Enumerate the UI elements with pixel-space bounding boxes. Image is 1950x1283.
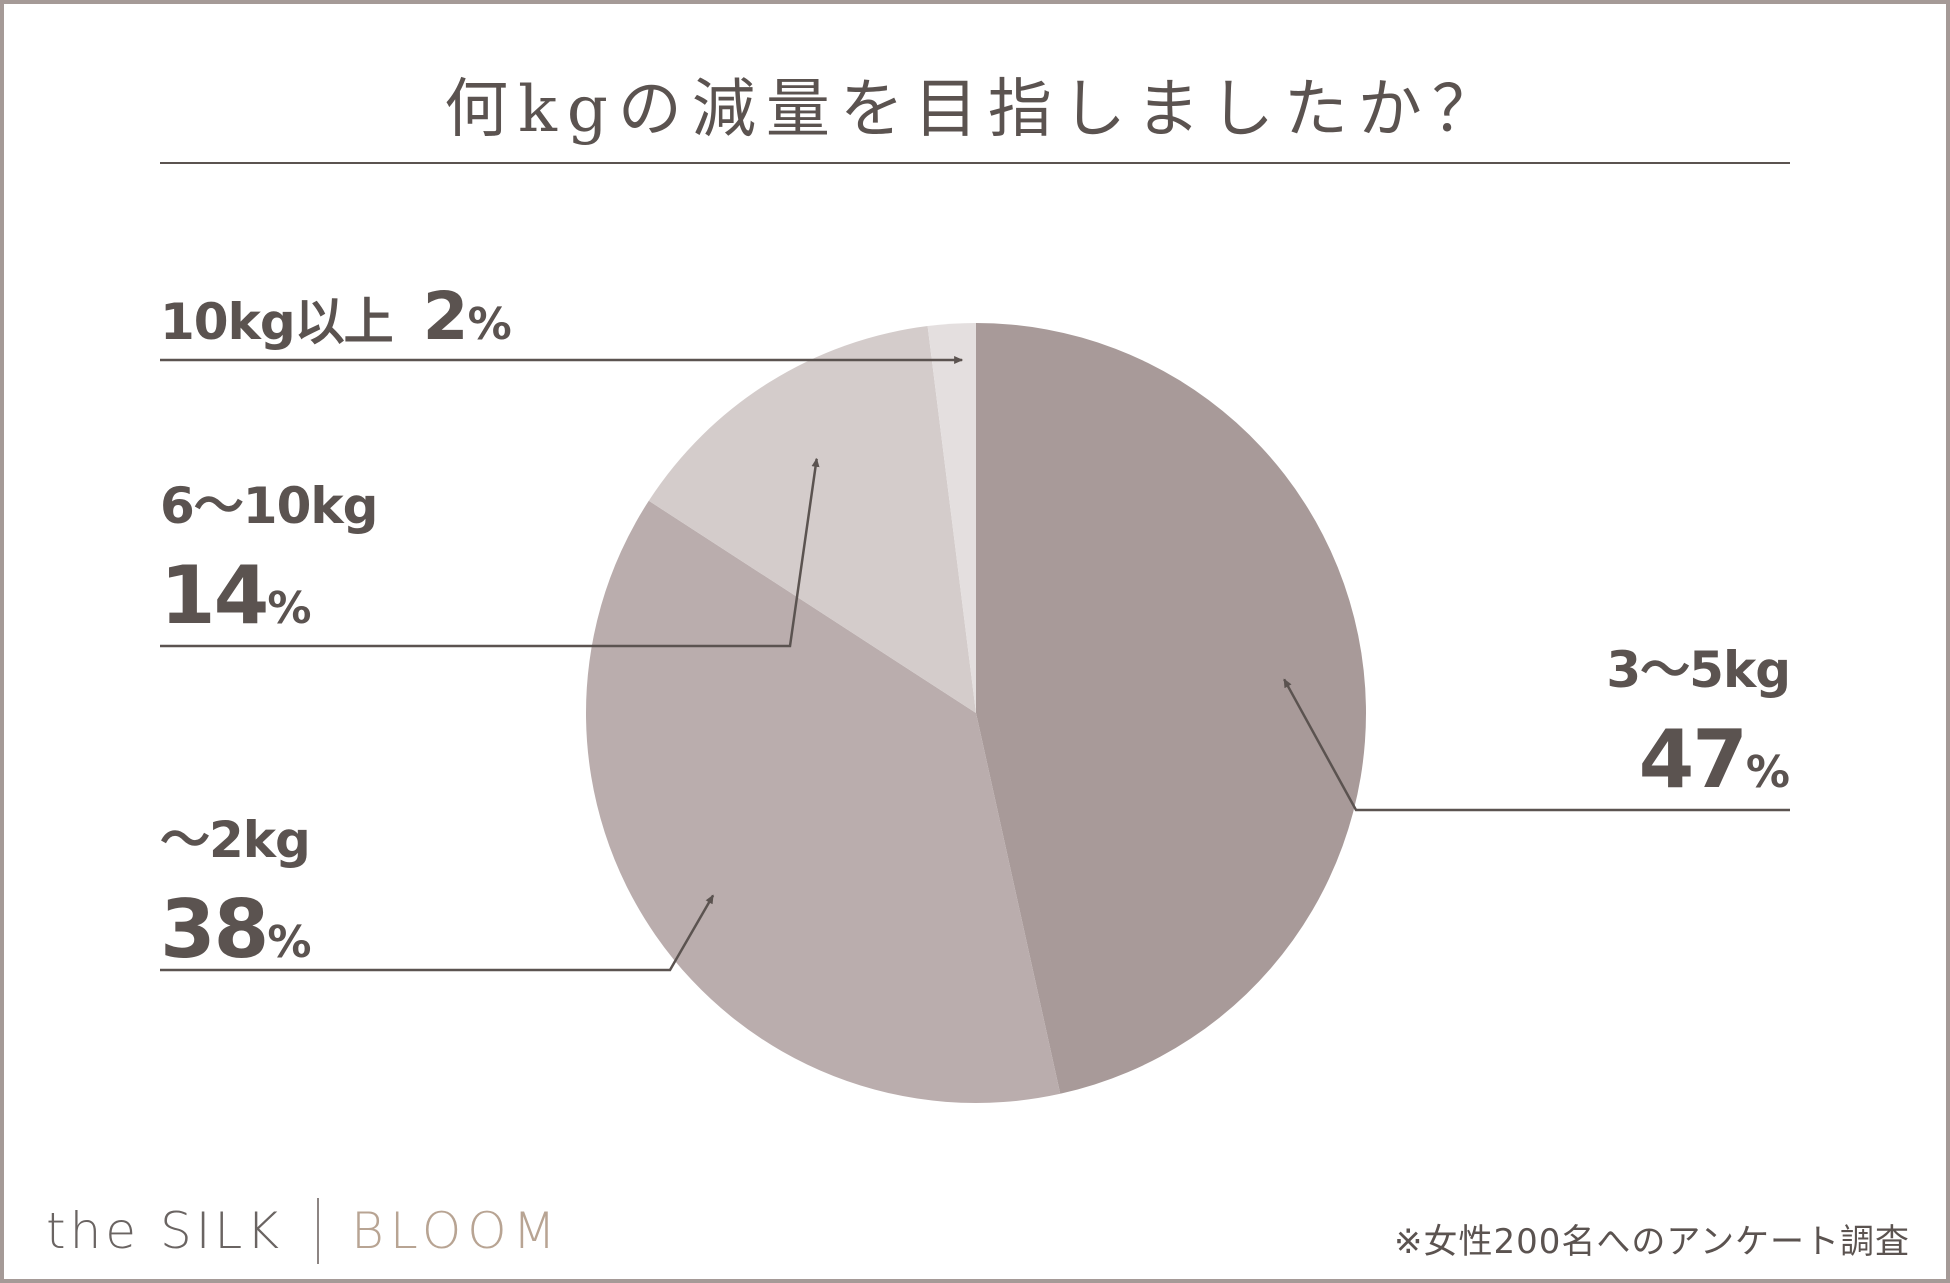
leader-line-2kg xyxy=(160,894,715,972)
slice-name: 〜2kg xyxy=(160,811,311,869)
slice-name: 6〜10kg xyxy=(160,477,378,535)
brand-name-bloom: BLOOM xyxy=(351,1202,562,1260)
pie-slice xyxy=(927,323,976,713)
slice-label-2kg: 〜2kg 38% xyxy=(160,800,311,970)
chart-title: 何kgの減量を目指しましたか？ xyxy=(444,73,1506,147)
slice-name: 3〜5kg xyxy=(1606,641,1791,699)
slice-value: 38 xyxy=(160,883,269,976)
slice-label-6-10kg: 6〜10kg 14% xyxy=(160,466,378,636)
slice-label-10kg-plus: 10kg以上 2% xyxy=(160,278,512,355)
brand-name-silk: the SILK xyxy=(46,1202,284,1260)
leader-lines xyxy=(160,356,1790,972)
title-divider xyxy=(160,162,1790,164)
pie-slice xyxy=(586,500,1061,1103)
percent-sign: % xyxy=(267,583,312,634)
slice-value: 14 xyxy=(160,549,269,642)
slice-value: 2 xyxy=(422,278,469,355)
brand-divider xyxy=(317,1198,320,1264)
pie-slices xyxy=(586,323,1367,1103)
leader-line-3-5kg xyxy=(1283,678,1790,812)
slice-name: 10kg以上 xyxy=(160,293,394,351)
brand-logo: the SILK BLOOM xyxy=(46,1198,562,1264)
slice-value: 47 xyxy=(1638,713,1748,806)
percent-sign: % xyxy=(1745,747,1790,798)
survey-note: ※女性200名へのアンケート調査 xyxy=(1393,1222,1910,1262)
percent-sign: % xyxy=(267,917,312,968)
pie-slice xyxy=(976,323,1367,1094)
pie-slice xyxy=(648,326,976,713)
slice-label-3-5kg: 3〜5kg 47% xyxy=(1606,630,1791,800)
percent-sign: % xyxy=(467,299,512,350)
leader-line-6-10kg xyxy=(160,457,820,648)
